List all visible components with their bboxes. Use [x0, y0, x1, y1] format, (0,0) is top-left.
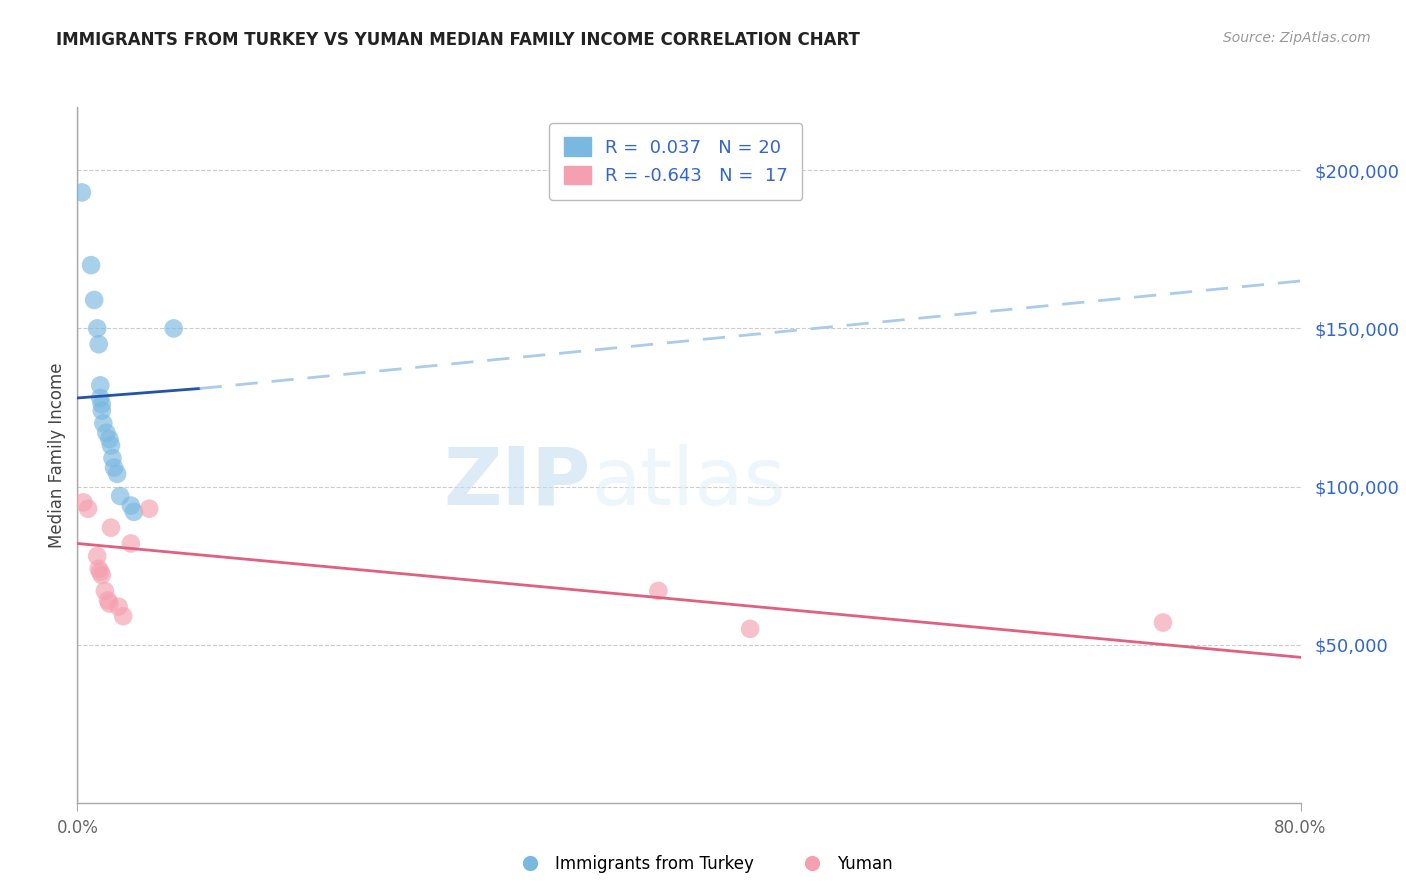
Point: [86, 321, 108, 335]
Point: [98, 432, 121, 446]
Point: [120, 536, 142, 550]
Point: [1152, 615, 1174, 630]
Point: [70, 186, 93, 200]
Point: [96, 425, 118, 440]
Point: [94, 583, 117, 598]
Point: [98, 597, 121, 611]
Point: [100, 521, 122, 535]
Point: [740, 622, 762, 636]
Point: [87, 562, 110, 576]
Y-axis label: Median Family Income: Median Family Income: [48, 362, 66, 548]
Point: [107, 599, 129, 614]
Point: [138, 501, 160, 516]
Point: [86, 549, 108, 563]
Point: [90, 568, 112, 582]
Point: [647, 583, 669, 598]
Point: [87, 337, 110, 351]
Point: [112, 609, 135, 624]
Point: [122, 505, 145, 519]
Text: atlas: atlas: [591, 443, 786, 522]
Point: [80, 258, 103, 272]
Point: [120, 499, 142, 513]
Point: [77, 501, 100, 516]
Legend: Immigrants from Turkey, Yuman: Immigrants from Turkey, Yuman: [506, 848, 900, 880]
Text: Source: ZipAtlas.com: Source: ZipAtlas.com: [1223, 31, 1371, 45]
Point: [105, 467, 128, 481]
Point: [90, 397, 112, 411]
Legend: R =  0.037   N = 20, R = -0.643   N =  17: R = 0.037 N = 20, R = -0.643 N = 17: [550, 123, 803, 200]
Point: [108, 489, 131, 503]
Point: [91, 417, 114, 431]
Point: [89, 391, 111, 405]
Point: [163, 321, 186, 335]
Point: [72, 495, 94, 509]
Point: [101, 451, 124, 466]
Point: [100, 438, 122, 452]
Point: [89, 378, 111, 392]
Point: [97, 593, 120, 607]
Point: [90, 403, 112, 417]
Point: [83, 293, 105, 307]
Point: [89, 565, 111, 579]
Text: IMMIGRANTS FROM TURKEY VS YUMAN MEDIAN FAMILY INCOME CORRELATION CHART: IMMIGRANTS FROM TURKEY VS YUMAN MEDIAN F…: [56, 31, 860, 49]
Point: [103, 460, 125, 475]
Text: ZIP: ZIP: [444, 443, 591, 522]
